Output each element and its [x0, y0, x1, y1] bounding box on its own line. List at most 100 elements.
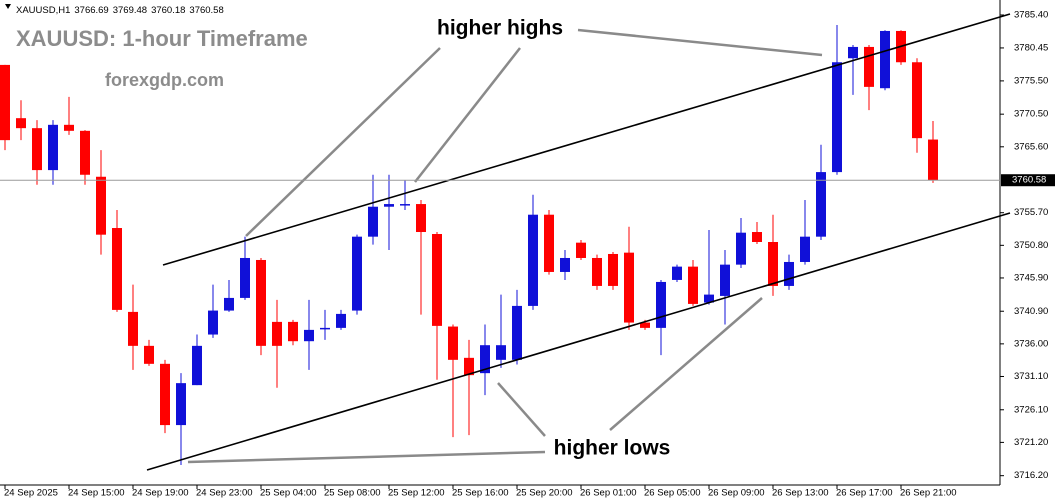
candle-body — [96, 176, 106, 235]
candle-body — [848, 46, 858, 59]
candle-body — [352, 236, 362, 311]
chart-title: XAUUSD: 1-hour Timeframe — [16, 26, 308, 51]
candle-body — [80, 130, 90, 175]
candles — [0, 24, 938, 466]
candle-body — [416, 204, 426, 233]
symbol: XAUUSD,H1 — [16, 5, 70, 16]
x-tick-label: 25 Sep 04:00 — [260, 488, 317, 499]
candle-body — [672, 266, 682, 280]
candle-body — [32, 128, 42, 171]
x-tick-label: 26 Sep 01:00 — [580, 488, 637, 499]
x-tick-label: 25 Sep 08:00 — [324, 488, 381, 499]
lower-trend-line — [146, 212, 1011, 471]
y-tick-label: 3726.10 — [1014, 404, 1048, 415]
candle-body — [112, 228, 122, 310]
candle-body — [0, 64, 10, 141]
candle-body — [48, 124, 58, 171]
candle-body — [592, 257, 602, 286]
candle-body — [16, 118, 26, 129]
candle-body — [512, 305, 522, 360]
candle-body — [720, 264, 730, 296]
candle-body — [160, 363, 170, 426]
y-tick-label: 3780.45 — [1014, 42, 1048, 53]
candle-body — [336, 313, 346, 328]
y-tick-label: 3755.70 — [1014, 207, 1048, 218]
candle-body — [640, 322, 650, 328]
y-tick-label: 3750.80 — [1014, 240, 1048, 251]
candle-body — [800, 236, 810, 262]
candle-body — [496, 345, 506, 360]
y-tick-label: 3736.00 — [1014, 338, 1048, 349]
candle-body — [928, 139, 938, 181]
header-close: 3760.58 — [189, 5, 223, 16]
candle-body — [864, 46, 874, 87]
y-tick-label: 3775.50 — [1014, 75, 1048, 86]
x-tick-label: 25 Sep 16:00 — [452, 488, 509, 499]
pointer — [187, 450, 546, 464]
candle-body — [480, 345, 490, 374]
candle-body — [272, 321, 282, 346]
y-tick-label: 3740.90 — [1014, 306, 1048, 317]
header-high: 3769.48 — [113, 5, 147, 16]
x-tick-label: 25 Sep 12:00 — [388, 488, 445, 499]
x-tick-label: 26 Sep 05:00 — [644, 488, 701, 499]
candle-body — [368, 206, 378, 237]
candle-body — [752, 232, 762, 243]
candle-body — [448, 326, 458, 360]
y-tick-label: 3770.50 — [1014, 109, 1048, 120]
candle-body — [544, 214, 554, 272]
candle-body — [64, 124, 74, 131]
chart-subtitle: forexgdp.com — [105, 70, 224, 90]
y-tick-label: 3765.60 — [1014, 141, 1048, 152]
candle-body — [576, 242, 586, 258]
candle-body — [304, 329, 314, 342]
annotation-pointers — [187, 28, 823, 464]
candle-body — [320, 327, 330, 330]
candle-body — [624, 252, 634, 323]
candle-body — [432, 234, 442, 326]
candle-body — [832, 62, 842, 173]
pointer — [577, 28, 823, 57]
candle-body — [192, 345, 202, 386]
header: XAUUSD,H1 3766.69 3769.48 3760.18 3760.58 — [16, 5, 224, 16]
candle-body — [288, 321, 298, 342]
candle-body — [688, 266, 698, 304]
upper-trend-line — [162, 13, 1011, 266]
x-tick-label: 24 Sep 23:00 — [196, 488, 253, 499]
pointer — [497, 382, 546, 437]
candle-body — [768, 242, 778, 286]
y-tick-label: 3721.20 — [1014, 437, 1048, 448]
candle-body — [208, 310, 218, 335]
candle-body — [384, 204, 394, 207]
y-tick-label: 3731.10 — [1014, 371, 1048, 382]
candle-body — [704, 294, 714, 303]
candle-body — [560, 257, 570, 272]
candle-body — [256, 259, 266, 346]
candle-body — [144, 345, 154, 364]
x-tick-label: 24 Sep 19:00 — [132, 488, 189, 499]
candle-body — [128, 311, 138, 346]
candle-body — [176, 383, 186, 426]
x-tick-label: 24 Sep 15:00 — [68, 488, 125, 499]
pointer — [245, 47, 441, 237]
candle-body — [224, 297, 234, 311]
candle-body — [528, 214, 538, 306]
candle-body — [240, 257, 250, 298]
candle-body — [464, 357, 474, 376]
candle-body — [816, 172, 826, 237]
y-tick-label: 3716.20 — [1014, 470, 1048, 481]
x-tick-label: 26 Sep 09:00 — [708, 488, 765, 499]
x-tick-label: 25 Sep 20:00 — [516, 488, 573, 499]
header-low: 3760.18 — [151, 5, 185, 16]
x-tick-label: 26 Sep 13:00 — [772, 488, 829, 499]
candle-body — [912, 62, 922, 139]
header-open: 3766.69 — [74, 5, 108, 16]
pointer — [414, 47, 521, 183]
current-price-box — [1001, 174, 1055, 187]
candle-body — [400, 204, 410, 206]
annotation: higher lows — [554, 437, 671, 460]
x-tick-label: 26 Sep 21:00 — [900, 488, 957, 499]
candle-body — [736, 232, 746, 265]
